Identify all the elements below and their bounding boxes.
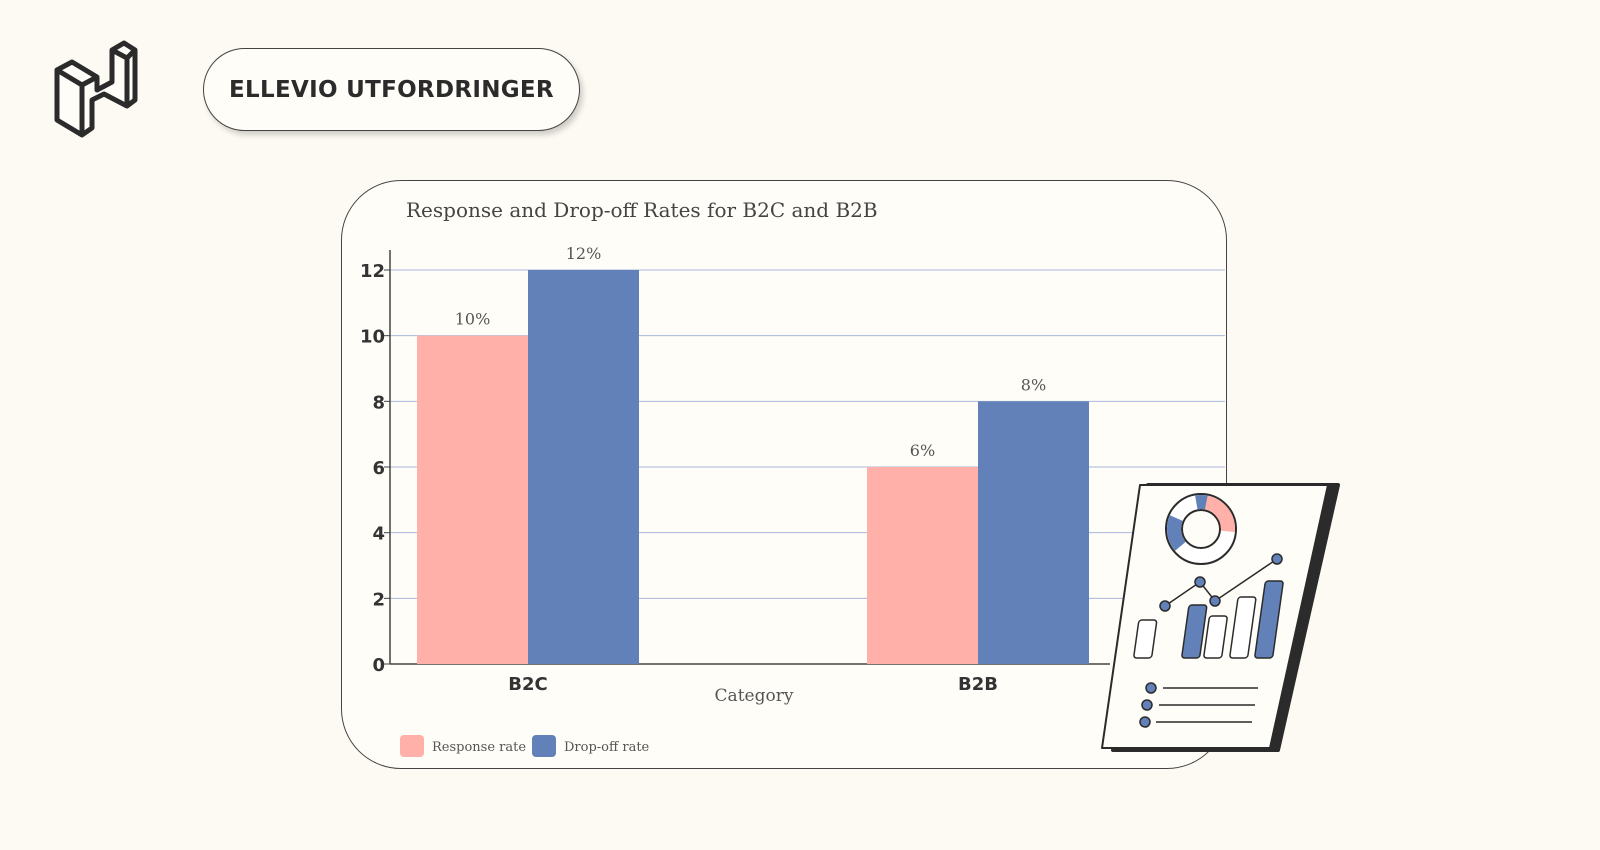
legend-label: Drop-off rate bbox=[564, 740, 650, 755]
data-label: 6% bbox=[910, 441, 935, 460]
x-tick-label: B2C bbox=[508, 674, 547, 695]
y-tick-label: 8 bbox=[372, 392, 385, 413]
data-label: 10% bbox=[455, 310, 491, 329]
bar-response-rate-b2c bbox=[417, 335, 528, 664]
logo-icon bbox=[52, 40, 142, 144]
legend-label: Response rate bbox=[432, 740, 526, 755]
legend-swatch bbox=[532, 735, 556, 757]
y-tick-label: 10 bbox=[360, 327, 385, 348]
y-tick-label: 2 bbox=[372, 589, 385, 610]
chart-title: Response and Drop-off Rates for B2C and … bbox=[406, 198, 878, 222]
y-tick-label: 12 bbox=[360, 261, 385, 282]
bar-response-rate-b2b bbox=[867, 467, 978, 664]
y-tick-label: 6 bbox=[372, 458, 385, 479]
title-pill: ELLEVIO UTFORDRINGER bbox=[203, 48, 580, 131]
data-label: 8% bbox=[1021, 375, 1046, 394]
bar-drop-off-rate-b2c bbox=[528, 270, 639, 664]
data-label: 12% bbox=[566, 244, 602, 263]
report-document-illustration-icon bbox=[1090, 470, 1350, 774]
x-axis-label: Category bbox=[715, 686, 794, 706]
y-tick-label: 0 bbox=[372, 655, 385, 676]
y-tick-label: 4 bbox=[372, 524, 385, 545]
x-tick-label: B2B bbox=[958, 674, 998, 695]
bar-drop-off-rate-b2b bbox=[978, 401, 1089, 664]
legend-swatch bbox=[400, 735, 424, 757]
